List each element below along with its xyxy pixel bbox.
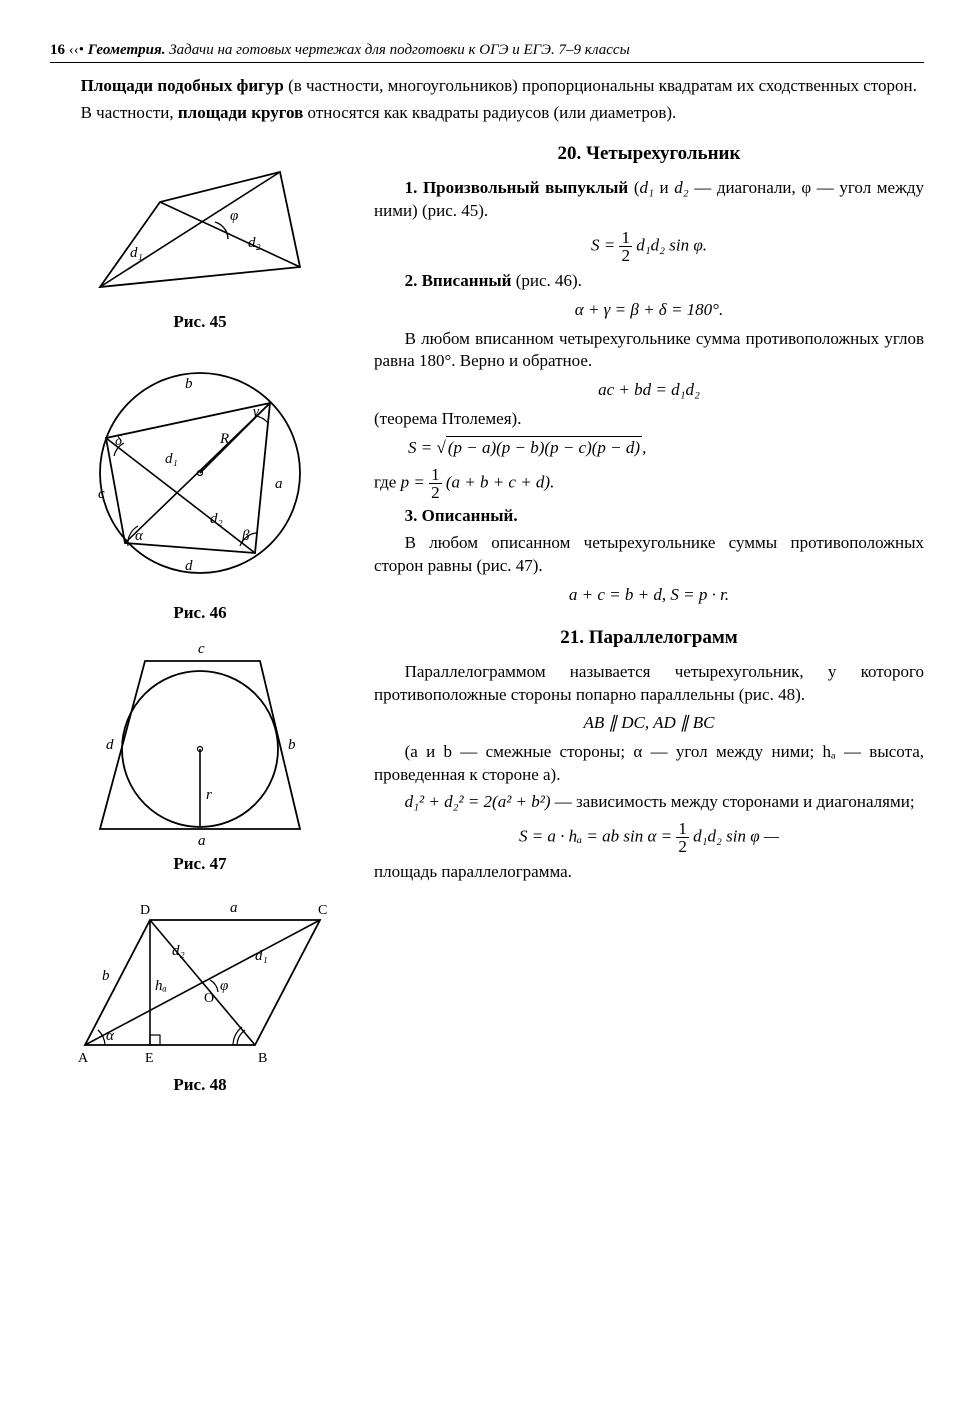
svg-text:a: a bbox=[198, 833, 206, 849]
figure-46: a b c d R d₁ d₂ α β γ δ bbox=[50, 348, 350, 598]
svg-text:d: d bbox=[106, 737, 114, 753]
fig45-phi: φ bbox=[230, 208, 238, 224]
header-bullets: ‹‹• bbox=[69, 42, 84, 58]
figure-47-caption: Рис. 47 bbox=[50, 853, 350, 876]
circle-areas-bold: площади кругов bbox=[178, 103, 303, 122]
similar-areas-bold: Площади подобных фигур bbox=[81, 76, 284, 95]
sec20-item3: 3. Описанный. bbox=[374, 505, 924, 528]
sec20-formula-4: S = √(p − a)(p − b)(p − c)(p − d), bbox=[374, 437, 924, 460]
svg-text:B: B bbox=[258, 1051, 267, 1066]
svg-text:a: a bbox=[275, 476, 283, 492]
figures-column: d₁ d₂ φ Рис. 45 bbox=[50, 137, 350, 1111]
sec20-item2: 2. Вписанный (рис. 46). bbox=[374, 270, 924, 293]
svg-text:D: D bbox=[140, 903, 150, 918]
intro-para-2: В частности, площади кругов относятся ка… bbox=[50, 102, 924, 125]
sec21-formula-1: AB ∥ DC, AD ∥ BC bbox=[374, 712, 924, 735]
svg-text:c: c bbox=[198, 641, 205, 657]
figure-47: c b a d r bbox=[50, 639, 350, 849]
svg-text:d₁: d₁ bbox=[255, 948, 268, 964]
figure-46-caption: Рис. 46 bbox=[50, 602, 350, 625]
svg-text:c: c bbox=[98, 486, 105, 502]
figure-48: A B C D E O a b d₁ d₂ hₐ φ α bbox=[50, 890, 350, 1070]
svg-text:b: b bbox=[102, 968, 110, 984]
sec20-formula-3: ac + bd = d₁d₂ bbox=[374, 379, 924, 402]
sec20-formula-1: S = 12 d₁d₂ sin φ. bbox=[374, 229, 924, 264]
svg-text:A: A bbox=[78, 1051, 89, 1066]
svg-text:b: b bbox=[185, 376, 193, 392]
fig45-d1: d₁ bbox=[130, 245, 143, 261]
book-subtitle: Задачи на готовых чертежах для подготовк… bbox=[169, 42, 630, 58]
svg-text:d₂: d₂ bbox=[210, 511, 223, 527]
figure-48-caption: Рис. 48 bbox=[50, 1074, 350, 1097]
svg-text:α: α bbox=[135, 528, 144, 544]
svg-text:φ: φ bbox=[220, 978, 228, 994]
sec21-diag-relation: d₁² + d₂² = 2(a² + b²) — зависимость меж… bbox=[374, 791, 924, 814]
sec21-formula-3: S = a · hₐ = ab sin α = 12 d₁d₂ sin φ — bbox=[374, 820, 924, 855]
book-title: Геометрия. bbox=[88, 42, 166, 58]
svg-text:γ: γ bbox=[253, 404, 260, 420]
svg-text:R: R bbox=[219, 431, 229, 447]
svg-text:β: β bbox=[241, 528, 250, 544]
svg-text:d₁: d₁ bbox=[165, 451, 178, 467]
page-header: 16 ‹‹• Геометрия. Задачи на готовых черт… bbox=[50, 40, 924, 63]
svg-text:a: a bbox=[230, 900, 238, 916]
sec20-formula-2: α + γ = β + δ = 180°. bbox=[374, 299, 924, 322]
sec20-inscribed-text: В любом вписанном четырехугольнике сумма… bbox=[374, 328, 924, 374]
intro-para-1: Площади подобных фигур (в частности, мно… bbox=[50, 75, 924, 98]
sec20-where: где p = 12 (a + b + c + d). bbox=[374, 466, 924, 501]
sec21-area-label: площадь параллелограмма. bbox=[374, 861, 924, 884]
sec21-notes: (a и b — смежные стороны; α — угол между… bbox=[374, 741, 924, 787]
svg-text:C: C bbox=[318, 903, 327, 918]
svg-text:α: α bbox=[106, 1028, 115, 1044]
figure-45-caption: Рис. 45 bbox=[50, 311, 350, 334]
fig45-d2: d₂ bbox=[248, 235, 261, 251]
section-21-title: 21. Параллелограмм bbox=[374, 625, 924, 651]
svg-text:δ: δ bbox=[115, 433, 123, 449]
ptolemy-note: (теорема Птолемея). bbox=[374, 408, 924, 431]
section-20-title: 20. Четырехугольник bbox=[374, 141, 924, 167]
svg-text:r: r bbox=[206, 787, 212, 803]
page-number: 16 bbox=[50, 42, 65, 58]
text-column: 20. Четырехугольник 1. Произвольный выпу… bbox=[374, 137, 924, 1111]
svg-text:b: b bbox=[288, 737, 296, 753]
svg-text:hₐ: hₐ bbox=[155, 978, 167, 994]
sec21-def: Параллелограммом называется четырехуголь… bbox=[374, 661, 924, 707]
sec20-circumscribed-text: В любом описанном четырехугольнике суммы… bbox=[374, 532, 924, 578]
sec20-item1: 1. Произвольный выпуклый (d₁ и d₂ — диаг… bbox=[374, 177, 924, 223]
svg-text:E: E bbox=[145, 1051, 154, 1066]
sec20-formula-6: a + c = b + d, S = p · r. bbox=[374, 584, 924, 607]
svg-text:d₂: d₂ bbox=[172, 943, 185, 959]
figure-45: d₁ d₂ φ bbox=[50, 147, 350, 307]
svg-text:d: d bbox=[185, 558, 193, 574]
svg-text:O: O bbox=[204, 991, 214, 1006]
